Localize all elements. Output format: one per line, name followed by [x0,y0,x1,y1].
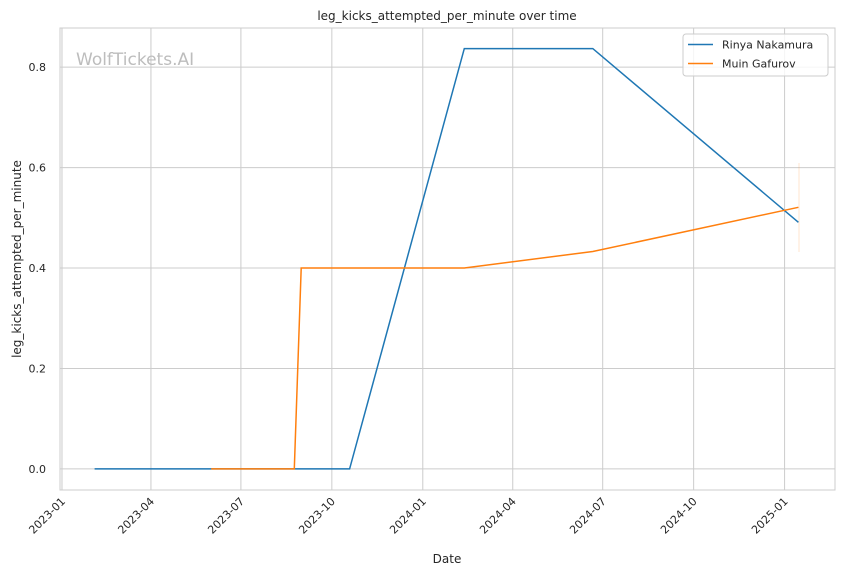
y-tick-label: 0.2 [29,362,47,375]
series-line-muin-gafurov [211,207,798,469]
legend-label-rinya: Rinya Nakamura [722,39,813,52]
x-tick-label: 2023-04 [115,495,157,537]
x-tick-label: 2025-01 [749,495,791,537]
x-axis-label: Date [433,552,462,566]
y-tick-labels: 0.0 0.2 0.4 0.6 0.8 [29,61,47,476]
y-tick-label: 0.6 [29,162,47,175]
plot-frame [60,28,835,490]
x-tick-label: 2024-10 [658,495,700,537]
x-tick-label: 2023-01 [26,495,68,537]
legend-label-muin: Muin Gafurov [722,58,796,71]
watermark: WolfTickets.AI [76,50,194,70]
x-tick-labels: 2023-01 2023-04 2023-07 2023-10 2024-01 2024-… [26,495,790,537]
y-tick-label: 0.4 [29,262,47,275]
chart-title: leg_kicks_attempted_per_minute over time [317,9,576,23]
x-tick-label: 2023-10 [296,495,338,537]
x-tick-label: 2024-04 [477,495,519,537]
grid [60,28,835,490]
legend: Rinya Nakamura Muin Gafurov [683,34,828,76]
y-axis-label: leg_kicks_attempted_per_minute [10,160,24,358]
series-lines [94,48,798,469]
x-tick-label: 2024-07 [567,495,609,537]
y-tick-label: 0.0 [29,463,47,476]
series-line-rinya-nakamura [95,49,799,469]
x-tick-label: 2024-01 [387,495,429,537]
y-tick-label: 0.8 [29,61,47,74]
x-tick-label: 2023-07 [205,495,247,537]
